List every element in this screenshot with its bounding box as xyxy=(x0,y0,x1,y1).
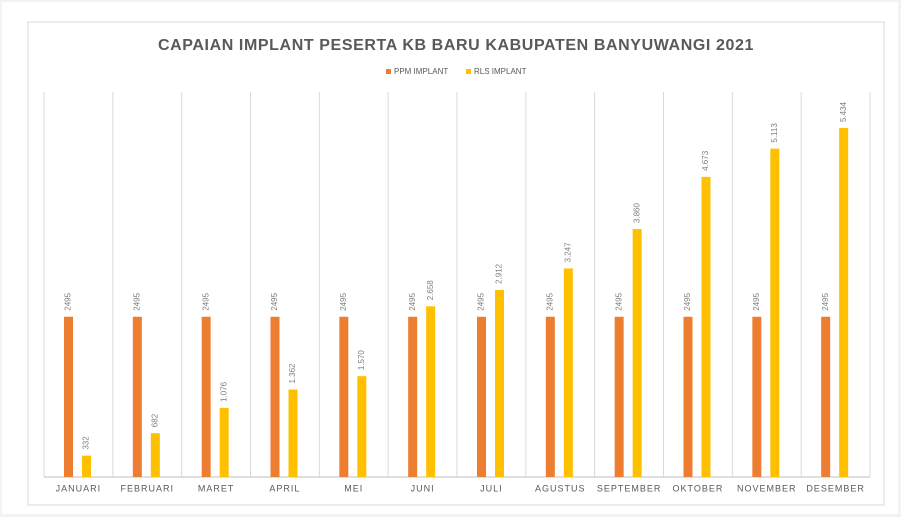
legend-label: PPM IMPLANT xyxy=(394,67,448,76)
value-label: 2495 xyxy=(270,292,279,310)
bar xyxy=(477,316,486,477)
bar xyxy=(132,316,142,477)
value-label: 1.076 xyxy=(219,381,228,402)
value-label: 3.247 xyxy=(563,242,572,263)
bar xyxy=(339,316,349,477)
bar xyxy=(614,316,624,477)
bar xyxy=(219,407,229,477)
value-label: 5.434 xyxy=(839,101,848,122)
x-tick-label: SEPTEMBER xyxy=(597,483,662,493)
value-label: 2495 xyxy=(477,292,486,310)
bar xyxy=(683,316,693,477)
chart-area xyxy=(27,21,885,506)
bar xyxy=(82,455,91,477)
bar xyxy=(701,176,711,477)
bar xyxy=(288,389,298,477)
value-label: 4.673 xyxy=(701,150,710,171)
bar xyxy=(408,316,418,477)
x-tick-label: MEI xyxy=(344,483,363,493)
legend-label: RLS IMPLANT xyxy=(474,67,527,76)
value-label: 5.113 xyxy=(770,123,779,143)
bar xyxy=(495,289,504,477)
chart-title: CAPAIAN IMPLANT PESERTA KB BARU KABUPATE… xyxy=(158,37,754,54)
value-label: 2495 xyxy=(132,292,141,310)
bar xyxy=(563,268,573,477)
bar xyxy=(357,376,367,477)
x-tick-label: AGUSTUS xyxy=(535,483,586,493)
x-tick-label: JUNI xyxy=(411,483,435,493)
value-label: 2495 xyxy=(64,292,73,310)
bar xyxy=(545,316,555,477)
value-label: 2495 xyxy=(614,292,623,310)
x-tick-label: APRIL xyxy=(269,483,300,493)
value-label: 3.860 xyxy=(632,203,641,224)
value-label: 2495 xyxy=(821,292,830,310)
value-label: 332 xyxy=(82,436,91,450)
x-tick-label: NOVEMBER xyxy=(737,483,797,493)
value-label: 2495 xyxy=(683,292,692,310)
x-tick-label: FEBRUARI xyxy=(120,483,174,493)
bar xyxy=(64,316,73,477)
legend-swatch xyxy=(386,69,391,74)
bar xyxy=(752,316,762,477)
bar xyxy=(150,433,160,477)
bar xyxy=(632,229,642,477)
value-label: 2495 xyxy=(408,292,417,310)
x-tick-label: JANUARI xyxy=(56,483,102,493)
value-label: 2495 xyxy=(339,292,348,310)
x-tick-label: JULI xyxy=(480,483,503,493)
value-label: 2495 xyxy=(201,292,210,310)
x-tick-label: MARET xyxy=(198,483,235,493)
value-label: 1.570 xyxy=(357,350,366,371)
bar xyxy=(270,316,280,477)
value-label: 1.362 xyxy=(288,363,297,384)
value-label: 2495 xyxy=(545,292,554,310)
value-label: 2495 xyxy=(752,292,761,310)
bar xyxy=(426,306,436,477)
bar xyxy=(821,316,831,477)
bar xyxy=(839,128,849,477)
x-tick-label: DESEMBER xyxy=(806,483,865,493)
x-tick-label: OKTOBER xyxy=(672,483,723,493)
value-label: 682 xyxy=(150,413,159,427)
value-label: 2.658 xyxy=(426,280,435,301)
bar xyxy=(201,316,211,477)
legend-swatch xyxy=(466,69,471,74)
bar xyxy=(770,148,780,477)
value-label: 2.912 xyxy=(495,263,504,284)
